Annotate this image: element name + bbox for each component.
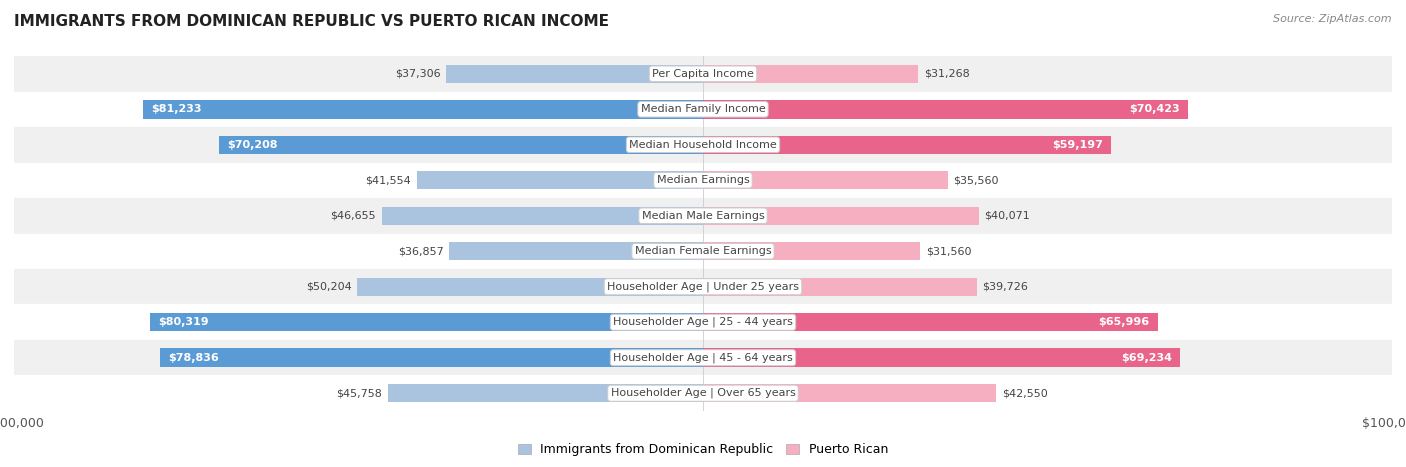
Bar [14,56,1392,92]
Bar [14,92,1392,127]
Text: $78,836: $78,836 [169,353,219,363]
Legend: Immigrants from Dominican Republic, Puerto Rican: Immigrants from Dominican Republic, Puer… [513,439,893,461]
Bar [703,206,979,225]
Bar [703,348,1180,367]
Bar [14,127,1392,163]
Text: $69,234: $69,234 [1121,353,1171,363]
Text: $37,306: $37,306 [395,69,440,79]
Bar [388,384,703,403]
Bar [381,206,703,225]
Text: $81,233: $81,233 [152,104,202,114]
Text: Householder Age | 45 - 64 years: Householder Age | 45 - 64 years [613,353,793,363]
Bar [14,340,1392,375]
Text: Householder Age | Over 65 years: Householder Age | Over 65 years [610,388,796,398]
Bar [703,242,921,261]
Bar [219,135,703,154]
Text: Median Male Earnings: Median Male Earnings [641,211,765,221]
Bar [14,375,1392,411]
Bar [703,277,977,296]
Text: $31,560: $31,560 [927,246,972,256]
Text: Householder Age | Under 25 years: Householder Age | Under 25 years [607,282,799,292]
Text: $41,554: $41,554 [366,175,411,185]
Text: Median Earnings: Median Earnings [657,175,749,185]
Text: $39,726: $39,726 [983,282,1028,292]
Bar [14,163,1392,198]
Bar [14,269,1392,304]
Bar [160,348,703,367]
Text: $50,204: $50,204 [307,282,352,292]
Text: $31,268: $31,268 [924,69,970,79]
Text: $65,996: $65,996 [1098,317,1150,327]
Text: $35,560: $35,560 [953,175,1000,185]
Text: $70,423: $70,423 [1129,104,1180,114]
Text: Median Family Income: Median Family Income [641,104,765,114]
Bar [446,64,703,83]
Text: $59,197: $59,197 [1052,140,1102,150]
Text: $80,319: $80,319 [157,317,208,327]
Bar [449,242,703,261]
Bar [703,384,995,403]
Bar [703,171,948,190]
Bar [416,171,703,190]
Bar [149,313,703,332]
Text: $46,655: $46,655 [330,211,375,221]
Bar [357,277,703,296]
Text: Median Female Earnings: Median Female Earnings [634,246,772,256]
Text: $70,208: $70,208 [228,140,278,150]
Bar [14,198,1392,234]
Text: $36,857: $36,857 [398,246,443,256]
Text: $45,758: $45,758 [336,388,382,398]
Bar [703,313,1157,332]
Text: Householder Age | 25 - 44 years: Householder Age | 25 - 44 years [613,317,793,327]
Text: $42,550: $42,550 [1001,388,1047,398]
Text: $40,071: $40,071 [984,211,1031,221]
Text: Source: ZipAtlas.com: Source: ZipAtlas.com [1274,14,1392,24]
Bar [703,100,1188,119]
Bar [703,64,918,83]
Text: Per Capita Income: Per Capita Income [652,69,754,79]
Bar [703,135,1111,154]
Text: Median Household Income: Median Household Income [628,140,778,150]
Text: IMMIGRANTS FROM DOMINICAN REPUBLIC VS PUERTO RICAN INCOME: IMMIGRANTS FROM DOMINICAN REPUBLIC VS PU… [14,14,609,29]
Bar [14,234,1392,269]
Bar [143,100,703,119]
Bar [14,304,1392,340]
